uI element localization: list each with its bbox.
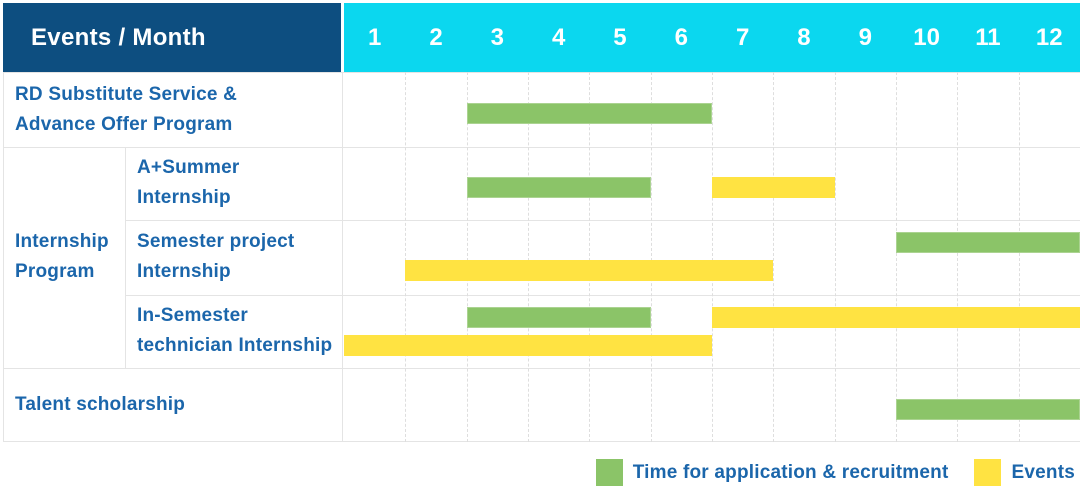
grid-line <box>3 72 1080 73</box>
month-grid-line <box>528 72 529 442</box>
grid-line <box>3 441 1080 442</box>
events-bar <box>712 177 835 198</box>
month-grid-line <box>835 72 836 442</box>
month-header-label: 7 <box>735 23 750 51</box>
yellow-square-swatch-icon <box>974 459 1002 486</box>
grid-line <box>125 220 1080 221</box>
month-header-label: 2 <box>429 23 443 51</box>
row-label-rd-substitute: RD Substitute Service & Advance Offer Pr… <box>15 80 237 140</box>
row-label-line: Talent scholarship <box>15 394 186 415</box>
row-label-line: A+Summer <box>137 157 240 178</box>
group-label-internship-program: Internship Program <box>15 227 109 287</box>
legend-label-recruitment: Time for application & recruitment <box>632 461 949 483</box>
table-body: RD Substitute Service & Advance Offer Pr… <box>3 72 1080 442</box>
month-header-row: 1 2 3 4 5 6 7 8 9 10 11 12 <box>344 3 1080 72</box>
grid-line <box>3 147 1080 148</box>
row-label-a-plus-summer: A+Summer Internship <box>137 153 239 213</box>
grid-line <box>3 368 1080 369</box>
month-header-label: 12 <box>1035 23 1063 51</box>
month-header-label: 1 <box>367 23 382 51</box>
row-label-in-semester-technician: In-Semester technician Internship <box>137 301 332 361</box>
green-square-swatch-icon <box>595 459 623 486</box>
group-label-line: Internship <box>15 231 109 252</box>
events-bar <box>712 307 1080 328</box>
month-grid-line <box>957 72 958 442</box>
month-header-label: 11 <box>975 23 1001 51</box>
month-grid-line <box>1019 72 1020 442</box>
month-grid-line <box>712 72 713 442</box>
application-recruitment-bar <box>896 232 1080 253</box>
month-grid-line <box>896 72 897 442</box>
group-label-line: Program <box>15 261 95 282</box>
row-label-line: In-Semester <box>137 305 248 326</box>
row-label-line: Semester project <box>137 231 295 252</box>
month-grid-line <box>467 72 468 442</box>
events-bar <box>405 260 774 281</box>
grid-line <box>3 72 4 442</box>
row-label-line: Advance Offer Program <box>15 114 233 135</box>
events-bar <box>344 335 712 356</box>
row-label-line: RD Substitute Service & <box>15 84 238 105</box>
legend-label-events: Events <box>1011 461 1075 483</box>
month-grid-line <box>651 72 652 442</box>
application-recruitment-bar <box>466 103 712 124</box>
table-corner-header: Events / Month <box>3 3 341 72</box>
grid-line <box>125 295 1080 296</box>
gantt-chart-area <box>344 72 1080 442</box>
month-grid-line <box>589 72 590 442</box>
row-label-line: technician Internship <box>137 335 333 356</box>
month-grid-line <box>405 72 406 442</box>
row-label-talent-scholarship: Talent scholarship <box>15 390 185 420</box>
month-header-label: 6 <box>674 23 688 51</box>
row-label-line: Internship <box>137 187 231 208</box>
header-title: Events / Month <box>31 23 206 51</box>
month-header-label: 8 <box>797 23 811 51</box>
legend: Time for application & recruitment Event… <box>595 459 1075 486</box>
month-grid-line <box>773 72 774 442</box>
month-header-label: 4 <box>551 23 566 51</box>
month-header-label: 5 <box>613 23 627 51</box>
grid-line <box>342 72 343 442</box>
row-label-line: Internship <box>137 261 231 282</box>
application-recruitment-bar <box>466 177 651 198</box>
month-header-label: 3 <box>490 23 504 51</box>
month-header-label: 10 <box>913 23 940 51</box>
row-label-semester-project: Semester project Internship <box>137 227 294 287</box>
month-header-label: 9 <box>858 23 872 51</box>
application-recruitment-bar <box>896 399 1080 420</box>
grid-line <box>125 147 126 368</box>
application-recruitment-bar <box>466 307 651 328</box>
